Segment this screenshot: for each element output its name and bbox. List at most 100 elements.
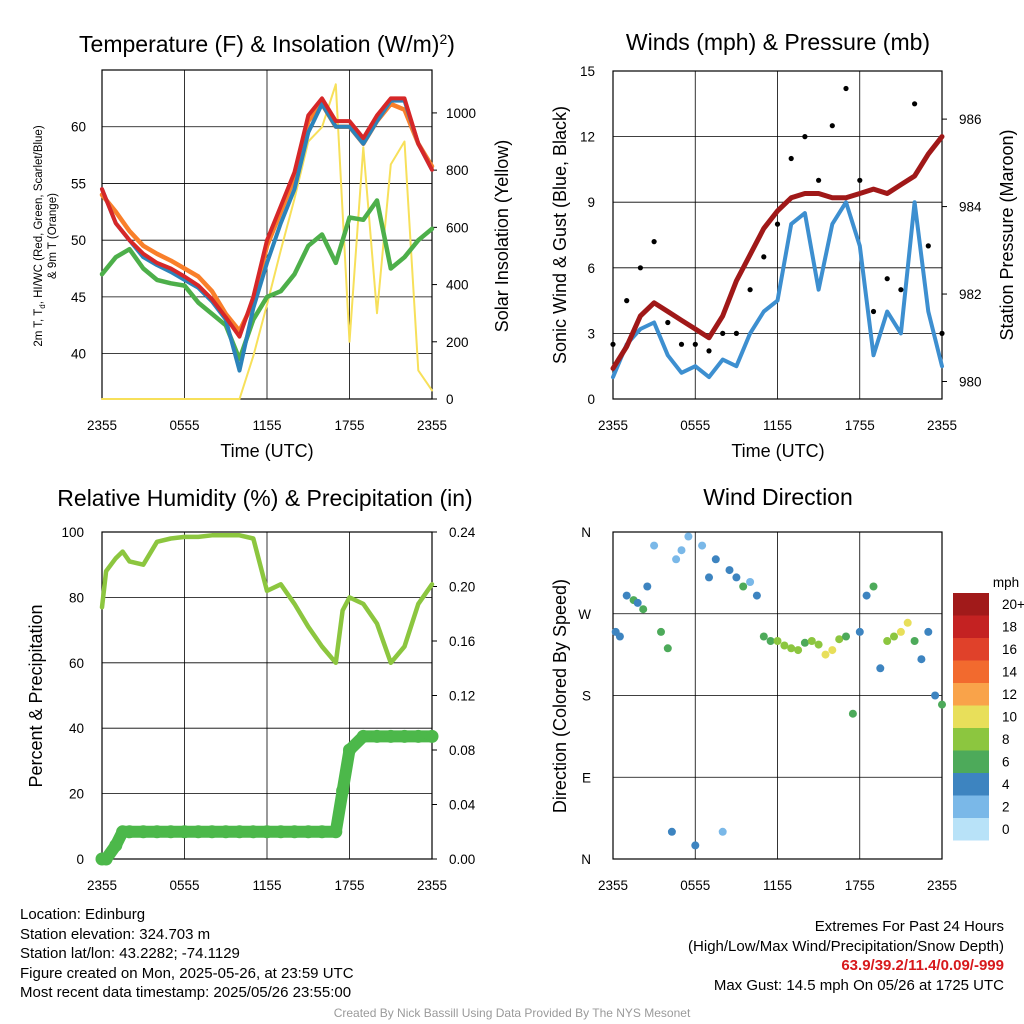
gust-point <box>733 330 740 336</box>
y2-tick-label: 0.00 <box>449 852 475 867</box>
x-tick-label: 1755 <box>334 878 364 893</box>
gust-point <box>898 287 904 293</box>
x-tick-label: 0555 <box>680 418 710 433</box>
wind-direction-point <box>739 582 748 591</box>
colorbar-label: 10 <box>1002 710 1017 725</box>
wind-direction-point <box>718 827 727 836</box>
y2-tick-label: 1000 <box>446 106 476 121</box>
y-tick-label: E <box>582 770 591 785</box>
wind-direction-point <box>657 627 665 636</box>
wind-direction-point <box>876 664 885 673</box>
colorbar-label: 2 <box>1002 800 1010 815</box>
colorbar-swatch <box>953 638 989 661</box>
colorbar-label: 0 <box>1002 822 1010 837</box>
chart-title: Temperature (F) & Insolation (W/m)2) <box>79 31 455 57</box>
colorbar-label: 16 <box>1002 642 1017 657</box>
precip-point <box>205 825 219 839</box>
wind-direction-point <box>766 637 775 645</box>
wind-direction-point <box>938 700 946 709</box>
colorbar-label: 12 <box>1002 687 1017 702</box>
winds-pressure-panel: 0 3 6 9 12 15 980 982 984 986 2355 0555 1155 1755 2355… <box>550 29 1017 461</box>
wind-direction-point <box>663 644 672 653</box>
precip-point <box>370 729 384 743</box>
x-tick-label: 1155 <box>252 878 281 893</box>
y-axis-label: Percent & Precipitation <box>26 604 46 787</box>
wind-direction-point <box>855 627 864 636</box>
wind-direction-point <box>773 637 782 645</box>
y-label-rest: , HI/WC (Red, Green, Scarlet/Blue) <box>33 125 45 304</box>
colorbar-swatch <box>953 750 989 773</box>
gust-point <box>802 134 808 140</box>
y-tick-label: 9 <box>587 195 595 210</box>
y-tick-label: 100 <box>61 525 84 540</box>
gust-point <box>692 341 698 347</box>
gust-point <box>870 308 877 315</box>
x-tick-label: 1155 <box>252 418 281 433</box>
x-tick-label: 1155 <box>763 418 792 433</box>
y-tick-label: 80 <box>69 590 84 605</box>
extremes-title: Extremes For Past 24 Hours <box>814 918 1004 935</box>
wind-direction-point <box>615 632 624 641</box>
wind-direction-point <box>890 632 898 641</box>
wind-direction-point <box>684 532 693 541</box>
precip-point <box>178 825 191 839</box>
gust-point <box>678 341 685 347</box>
y2-tick-label: 0.04 <box>449 798 476 813</box>
wind-direction-point <box>639 605 648 614</box>
precip-point <box>398 729 411 743</box>
y2-tick-label: 982 <box>959 287 982 302</box>
y-tick-label: 0 <box>587 392 595 407</box>
wind-direction-point <box>705 573 713 582</box>
x-tick-label: 2355 <box>598 878 628 893</box>
wind-direction-point <box>698 541 707 550</box>
x-tick-label: 2355 <box>927 418 957 433</box>
wind-direction-point <box>842 632 850 641</box>
chart-title: Wind Direction <box>703 484 853 510</box>
wind-direction-point <box>869 582 878 591</box>
created-text: Figure created on Mon, 2025-05-26, at 23… <box>20 964 354 982</box>
y-axis-label: 2m T, Td, HI/WC (Red, Green, Scarlet/Blu… <box>33 125 47 346</box>
colorbar-swatch <box>953 683 989 706</box>
colorbar-swatch <box>953 773 989 796</box>
extremes-description: (High/Low/Max Wind/Precipitation/Snow De… <box>688 937 1004 955</box>
humidity-precipitation-panel: 0 20 40 60 80 100 0.00 0.04 0.08 0.12 0.16 0.20 0.24… <box>26 485 476 893</box>
chart-title: Winds (mph) & Pressure (mb) <box>626 29 930 55</box>
x-tick-label: 2355 <box>87 878 117 893</box>
gust-point <box>665 319 671 326</box>
wind-direction-point <box>691 841 700 850</box>
series-line-wind <box>611 200 944 380</box>
max-gust-text: Max Gust: 14.5 mph On 05/26 at 1725 UTC <box>713 976 1004 994</box>
y-tick-label: 12 <box>580 130 595 145</box>
precip-point <box>336 784 350 798</box>
wind-direction-point <box>910 637 919 645</box>
recent-data-text: Most recent data timestamp: 2025/05/26 2… <box>20 984 352 1002</box>
y2-tick-label: 0.08 <box>449 743 475 758</box>
y-tick-label: 45 <box>71 290 86 305</box>
y2-tick-label: 400 <box>446 278 469 293</box>
wind-direction-point <box>828 646 837 655</box>
wind-direction-point <box>896 627 905 636</box>
precip-point <box>288 825 301 839</box>
extremes-values: 63.9/39.2/11.4/0.09/-999 <box>841 957 1004 975</box>
precip-point <box>343 743 356 757</box>
precip-point <box>246 825 260 839</box>
colorbar-label: 8 <box>1002 732 1010 747</box>
precip-point <box>233 825 246 839</box>
gust-point <box>747 287 753 293</box>
y-tick-label: 55 <box>71 176 86 191</box>
colorbar-label: 20+ <box>1002 597 1024 612</box>
precip-point <box>315 825 329 839</box>
y-tick-label: N <box>581 525 591 540</box>
precip-point <box>260 825 274 839</box>
y2-tick-label: 0 <box>446 392 454 407</box>
wind-direction-point <box>848 709 857 718</box>
precip-point <box>109 838 123 852</box>
gust-point <box>857 177 863 183</box>
gust-point <box>637 265 644 271</box>
series-line-dewpoint <box>100 98 434 373</box>
y-tick-label: S <box>582 689 591 704</box>
extremes-info: Extremes For Past 24 Hours (High/Low/Max… <box>688 917 1004 995</box>
x-tick-label: 1755 <box>334 418 364 433</box>
gust-point <box>610 341 616 347</box>
elevation-text: Station elevation: 324.703 m <box>20 925 211 943</box>
